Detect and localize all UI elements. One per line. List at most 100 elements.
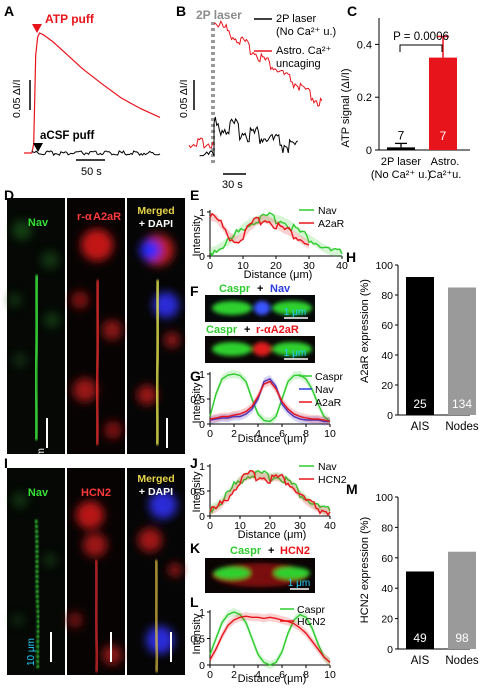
- panel-letter-a: A: [4, 3, 14, 19]
- g-ytick-label: 1: [199, 369, 205, 381]
- e-xtick-label: 20: [270, 260, 282, 272]
- g-xtick-label: 8: [303, 428, 309, 440]
- k-hcn2-label: HCN2: [280, 545, 310, 557]
- g-ytick-label: 0.5: [190, 394, 205, 406]
- panel-letter-i: I: [4, 455, 8, 471]
- i-merged-image: Merged + DAPI: [127, 468, 185, 675]
- panel-letter-l: L: [190, 594, 199, 610]
- no-uncaging-trace-line: [199, 116, 299, 157]
- c-xtick-1-line2: (No Ca²⁺ u.): [371, 169, 431, 181]
- c-p-value-label: P = 0.0006: [393, 31, 449, 43]
- l-line-plot: 0 2 4 6 8 10 0 0.5 1: [190, 607, 336, 681]
- acsf-trace-line: [31, 150, 161, 157]
- i-nav-label: Nav: [28, 487, 49, 499]
- l-xtick-label: 10: [324, 669, 336, 681]
- e-band-nav: [210, 213, 342, 258]
- panel-e: E 0 10 20 30 40 0 1 Intensity Distance (μm) Na…: [190, 187, 348, 281]
- j-xtick-label: 30: [294, 520, 306, 532]
- f1-nav-label: Nav: [270, 283, 291, 295]
- e-legend-a2ar: A2aR: [318, 218, 345, 230]
- c-ytick-label: 0.4: [357, 39, 372, 51]
- panel-letter-h: H: [346, 249, 356, 265]
- f2-caspr-label: Caspr: [206, 324, 238, 336]
- panel-letter-b: B: [176, 3, 186, 19]
- acsf-puff-label: aCSF puff: [40, 130, 94, 142]
- a-scale-y-label: 0.05 ΔI/I: [11, 79, 23, 118]
- l-series-caspr: [209, 611, 331, 666]
- c-xtick-1-line1: 2P laser: [381, 156, 421, 168]
- h-xtick-label: AIS: [411, 421, 430, 433]
- l-xtick-label: 0: [207, 669, 213, 681]
- e-xtick-label: 10: [237, 260, 249, 272]
- c-n-label-uncaging: 7: [440, 129, 447, 143]
- l-legend-hcn2: HCN2: [297, 616, 326, 628]
- legend-uncaging-line2: uncaging: [276, 58, 321, 70]
- d-a2ar-label-prefix: r-α: [77, 211, 92, 223]
- i-merged-label: Merged: [137, 473, 174, 485]
- c-xtick-2-line2: Ca²⁺u.: [429, 169, 462, 181]
- d-nav-label: Nav: [28, 217, 49, 229]
- j-ytick-label: 1: [199, 461, 205, 473]
- g-band-nav: [210, 375, 330, 426]
- k-plus-label: +: [268, 545, 274, 557]
- j-band-hcn2: [210, 471, 330, 516]
- l-xtick-label: 6: [279, 669, 285, 681]
- j-series-hcn2: [209, 469, 331, 516]
- m-bar-chart: 0 20 40 60 80 100 49 AIS 98 Nodes: [375, 492, 478, 667]
- l-ytick-label: 0.5: [190, 634, 205, 646]
- g-xtick-label: 6: [279, 428, 285, 440]
- legend-2p-line2: (No Ca²⁺ u.): [276, 26, 336, 38]
- f1-plus-label: +: [257, 283, 263, 295]
- g-legend-a2ar: A2aR: [315, 397, 342, 409]
- l-x-axis-label: Distance (μm): [238, 673, 307, 685]
- laser-label: 2P laser: [196, 8, 242, 22]
- f2-plus-label: +: [244, 324, 250, 336]
- h-bar-nodes: [448, 287, 476, 415]
- b-scale-x-label: 30 s: [222, 179, 243, 191]
- l-legend-caspr: Caspr: [297, 604, 326, 616]
- panel-letter-j: J: [190, 455, 198, 471]
- panel-letter-d: D: [4, 187, 14, 203]
- h-xtick-label: Nodes: [445, 421, 478, 433]
- a-scale-x-label: 50 s: [81, 166, 102, 178]
- d-a2ar-image: r-α A2aR: [67, 198, 125, 454]
- e-band-a2ar: [210, 212, 309, 249]
- l-series-hcn2: [209, 615, 331, 663]
- g-legend-caspr: Caspr: [315, 371, 344, 383]
- j-xtick-label: 0: [207, 520, 213, 532]
- f1-image: 1 μm: [205, 295, 315, 322]
- g-series-nav: [209, 378, 330, 423]
- panel-letter-k: K: [190, 540, 200, 556]
- m-ytick-label: 80: [381, 522, 393, 534]
- atp-puff-arrow-icon: [32, 24, 42, 33]
- g-series-caspr: [209, 373, 331, 423]
- panel-letter-e: E: [190, 187, 199, 203]
- c-ytick-label: 0: [366, 145, 372, 157]
- e-x-axis-label: Distance (μm): [244, 269, 313, 281]
- g-x-axis-label: Distance (μm): [238, 433, 307, 445]
- l-band-hcn2: [210, 612, 330, 667]
- e-line-plot: 0 10 20 30 40 0 1: [199, 207, 348, 272]
- e-xtick-label: 30: [303, 260, 315, 272]
- uncaging-pre-trace-line: [188, 137, 214, 149]
- panel-letter-m: M: [346, 481, 358, 497]
- d-dapi-label: + DAPI: [139, 218, 173, 230]
- c-y-axis-label: ATP signal (ΔI/I): [340, 68, 352, 147]
- m-n-label: 49: [413, 631, 427, 645]
- j-line-plot: 0 10 20 30 40 0 0.5 1: [190, 461, 336, 532]
- panel-l: L 0 2 4 6 8 10 0 0.5 1 Intensity Distance (μm) C…: [190, 594, 336, 685]
- c-significance-bracket: [399, 44, 443, 52]
- j-xtick-label: 40: [324, 520, 336, 532]
- atp-puff-label: ATP puff: [45, 12, 95, 26]
- f2-a2ar-label: r-αA2aR: [256, 324, 299, 336]
- legend-uncaging-line1: Astro. Ca²⁺: [276, 45, 332, 57]
- j-x-axis-label: Distance (μm): [238, 529, 307, 541]
- m-bar-ais: [406, 571, 434, 649]
- panel-b: B 2P laser 2P laser (No Ca²⁺ u.) Astro. …: [176, 3, 336, 191]
- j-ytick-label: 0.5: [190, 486, 205, 498]
- panel-h: H 0 20 40 60 80 100 25 AIS 134 Nodes A2aR express…: [346, 249, 479, 433]
- l-xtick-label: 4: [255, 669, 261, 681]
- panel-a: A ATP puff aCSF puff 0.05 ΔI/I 50 s: [4, 3, 161, 178]
- c-y-ticks: 0 0.2 0.4: [357, 39, 379, 157]
- c-ytick-label: 0.2: [357, 92, 372, 104]
